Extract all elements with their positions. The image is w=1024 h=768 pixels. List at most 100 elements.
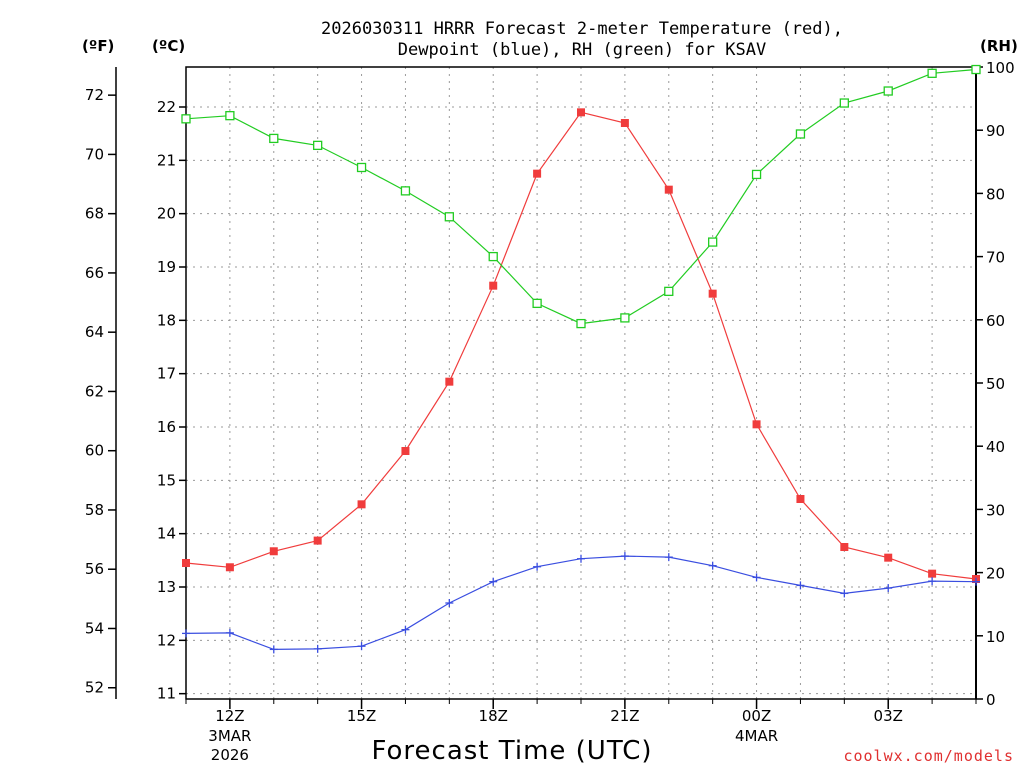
fahrenheit-tick-label: 68 <box>85 205 104 223</box>
temperature-point <box>664 185 673 194</box>
dewpoint-point <box>840 589 849 598</box>
dewpoint-point <box>884 584 893 593</box>
rh-tick-label: 40 <box>986 438 1005 456</box>
dewpoint-point <box>269 645 278 654</box>
rh-tick-label: 0 <box>986 691 996 709</box>
chart-title-line1: 2026030311 HRRR Forecast 2-meter Tempera… <box>321 19 843 39</box>
dewpoint-point <box>928 577 937 586</box>
rh-point <box>181 114 191 124</box>
rh-tick-label: 80 <box>986 185 1005 203</box>
fahrenheit-tick-label: 70 <box>85 145 104 163</box>
axes: 11 12 13 14 15 16 17 18 19 20 21 22 52 54 56 58 60 62 64 66… <box>85 59 1015 764</box>
celsius-tick-label: 13 <box>157 578 176 596</box>
dewpoint-point <box>182 629 190 638</box>
temperature-point <box>182 559 190 567</box>
temperature-point <box>620 119 629 127</box>
dewpoint-point <box>620 552 629 561</box>
celsius-tick-label: 21 <box>157 151 176 169</box>
temperature-point <box>445 377 454 386</box>
grid-lines <box>185 67 977 699</box>
x-tick-label: 15Z <box>347 707 376 725</box>
celsius-tick-label: 20 <box>157 205 176 223</box>
temperature-point <box>796 495 805 503</box>
dewpoint-point <box>972 577 980 586</box>
celsius-tick-label: 22 <box>157 98 176 116</box>
rh-point <box>444 212 454 222</box>
rh-point <box>576 318 586 329</box>
rh-point <box>839 98 849 108</box>
dewpoint-point <box>533 562 542 571</box>
fahrenheit-tick-label: 54 <box>85 619 104 637</box>
rh-point <box>751 169 762 180</box>
rh-tick-label: 90 <box>986 122 1005 140</box>
source-credit: coolwx.com/models <box>843 747 1014 765</box>
temperature-point <box>269 547 278 556</box>
x-tick-label: 21Z <box>610 707 639 725</box>
rh-point <box>664 286 674 297</box>
celsius-tick-label: 11 <box>157 685 176 703</box>
x-tick-label: 03Z <box>874 707 903 725</box>
rh-tick-label: 100 <box>986 59 1015 77</box>
dewpoint-point <box>445 599 454 607</box>
dewpoint-point <box>708 561 717 570</box>
rh-point <box>927 68 937 78</box>
rh-tick-label: 10 <box>986 628 1005 646</box>
rh-point <box>356 162 367 173</box>
chart-title-line2: Dewpoint (blue), RH (green) for KSAV <box>398 40 766 60</box>
fahrenheit-tick-label: 66 <box>85 264 104 282</box>
temperature-point <box>840 543 849 551</box>
dewpoint-point <box>225 628 234 637</box>
dewpoint-point <box>357 642 366 651</box>
fahrenheit-tick-label: 52 <box>85 679 104 697</box>
x-tick-date: 4MAR <box>735 727 778 745</box>
temperature-point <box>577 108 585 117</box>
fahrenheit-tick-label: 58 <box>85 501 104 519</box>
celsius-tick-label: 12 <box>157 631 176 649</box>
temperature-point <box>928 569 937 578</box>
x-tick-label: 18Z <box>479 707 508 725</box>
rh-point <box>313 140 323 151</box>
celsius-unit-label: (ºC) <box>152 37 185 55</box>
rh-unit-label: (RH) <box>980 37 1018 55</box>
rh-point <box>532 298 542 309</box>
celsius-tick-label: 17 <box>157 365 176 383</box>
celsius-tick-label: 14 <box>157 525 176 543</box>
x-tick-label: 00Z <box>742 707 771 725</box>
rh-point <box>883 86 893 96</box>
rh-point <box>225 111 235 121</box>
temperature-point <box>752 420 761 429</box>
temperature-point <box>533 169 542 178</box>
rh-tick-label: 50 <box>986 375 1005 393</box>
temperature-point <box>489 281 498 290</box>
temperature-point <box>884 553 893 562</box>
celsius-tick-label: 19 <box>157 258 176 276</box>
dewpoint-point <box>489 577 498 586</box>
dewpoint-point <box>577 554 585 563</box>
x-tick-year: 2026 <box>211 746 249 764</box>
celsius-tick-label: 16 <box>157 418 176 436</box>
data-series <box>181 64 981 654</box>
fahrenheit-tick-label: 64 <box>85 323 104 341</box>
x-tick-date: 3MAR <box>208 727 251 745</box>
dewpoint-point <box>664 553 673 562</box>
temperature-point <box>313 536 322 545</box>
dewpoint-point <box>752 573 761 582</box>
fahrenheit-tick-label: 56 <box>85 560 104 578</box>
fahrenheit-tick-label: 60 <box>85 442 104 460</box>
rh-point <box>488 251 498 262</box>
rh-point <box>795 129 806 139</box>
temperature-point <box>708 289 717 298</box>
dewpoint-point <box>313 644 322 653</box>
celsius-tick-label: 15 <box>157 471 176 489</box>
rh-tick-label: 20 <box>986 565 1005 583</box>
fahrenheit-tick-label: 62 <box>85 382 104 400</box>
rh-tick-label: 70 <box>986 249 1005 267</box>
rh-point <box>620 313 630 323</box>
dewpoint-point <box>796 581 805 590</box>
rh-point <box>400 186 411 196</box>
celsius-tick-label: 18 <box>157 311 176 329</box>
x-axis-label: Forecast Time (UTC) <box>371 736 652 766</box>
rh-tick-label: 30 <box>986 501 1005 519</box>
rh-point <box>708 237 718 247</box>
